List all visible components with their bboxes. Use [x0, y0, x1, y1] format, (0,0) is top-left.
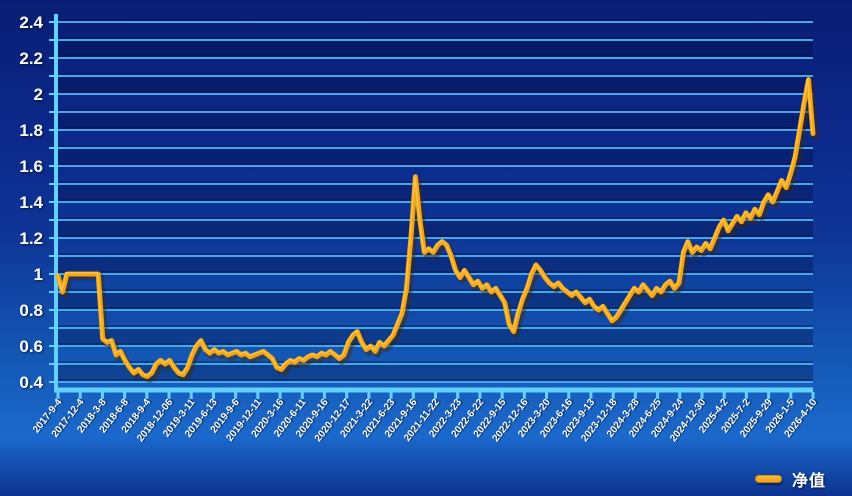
y-tick-label: 2 — [34, 85, 43, 104]
y-tick-label: 1.8 — [19, 121, 43, 140]
y-tick-label: 2.2 — [19, 49, 43, 68]
net-value-line — [55, 77, 816, 380]
y-tick-label: 0.8 — [19, 301, 43, 320]
net-value-line-highlight — [56, 77, 813, 377]
plot-band — [57, 76, 813, 94]
plot-band — [57, 220, 813, 238]
y-tick-label: 1.6 — [19, 157, 43, 176]
y-tick-label: 1.4 — [19, 193, 43, 212]
legend-label: 净值 — [791, 473, 826, 490]
plot-band — [57, 40, 813, 58]
legend-line-swatch — [754, 475, 782, 483]
plot-band — [57, 148, 813, 166]
y-tick-label: 0.4 — [19, 373, 43, 392]
plot-band — [57, 364, 813, 382]
plot-band — [57, 112, 813, 130]
plot-band — [57, 328, 813, 346]
plot-band — [57, 256, 813, 274]
y-tick-label: 1.2 — [19, 229, 43, 248]
y-tick-label: 1 — [34, 265, 43, 284]
plot-band — [57, 184, 813, 202]
legend: 净值 — [754, 466, 826, 492]
y-tick-label: 2.4 — [19, 13, 43, 32]
y-tick-label: 0.6 — [19, 337, 43, 356]
